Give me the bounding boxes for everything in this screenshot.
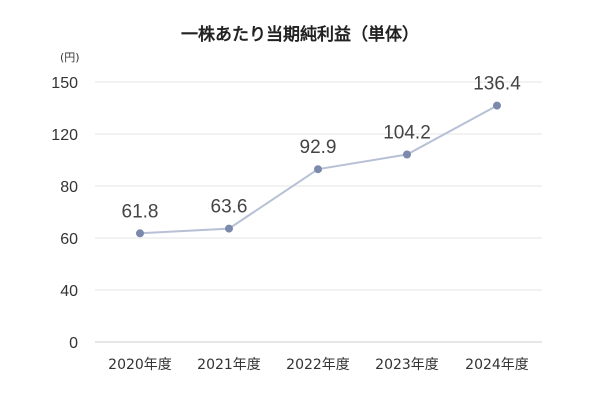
data-point — [225, 224, 233, 233]
x-tick-label: 2022年度 — [286, 357, 350, 373]
y-axis-unit: (円) — [60, 51, 80, 64]
y-axis-ticks: 0 40 60 80 120 150 — [51, 75, 78, 352]
data-points — [136, 101, 501, 238]
y-tick-label: 80 — [60, 179, 78, 196]
data-label: 104.2 — [383, 123, 431, 144]
x-tick-label: 2023年度 — [375, 357, 439, 373]
y-tick-label: 40 — [60, 283, 78, 300]
data-point — [493, 101, 501, 110]
data-point — [136, 229, 144, 238]
data-point — [403, 150, 411, 159]
y-tick-label: 60 — [60, 231, 78, 248]
x-tick-label: 2024年度 — [465, 357, 529, 373]
data-label: 136.4 — [473, 74, 521, 95]
data-label: 61.8 — [122, 201, 159, 222]
chart-title: 一株あたり当期純利益（単体） — [181, 24, 419, 45]
x-axis-ticks: 2020年度 2021年度 2022年度 2023年度 2024年度 — [108, 357, 529, 373]
y-tick-label: 0 — [69, 335, 78, 352]
x-tick-label: 2021年度 — [197, 357, 261, 373]
gridlines — [95, 81, 542, 343]
x-tick-label: 2020年度 — [108, 357, 172, 373]
data-labels: 61.8 63.6 92.9 104.2 136.4 — [122, 74, 522, 223]
data-label: 92.9 — [300, 137, 337, 158]
y-tick-label: 150 — [51, 75, 78, 92]
y-tick-label: 120 — [51, 127, 78, 144]
data-point — [314, 165, 322, 174]
data-label: 63.6 — [211, 197, 248, 218]
